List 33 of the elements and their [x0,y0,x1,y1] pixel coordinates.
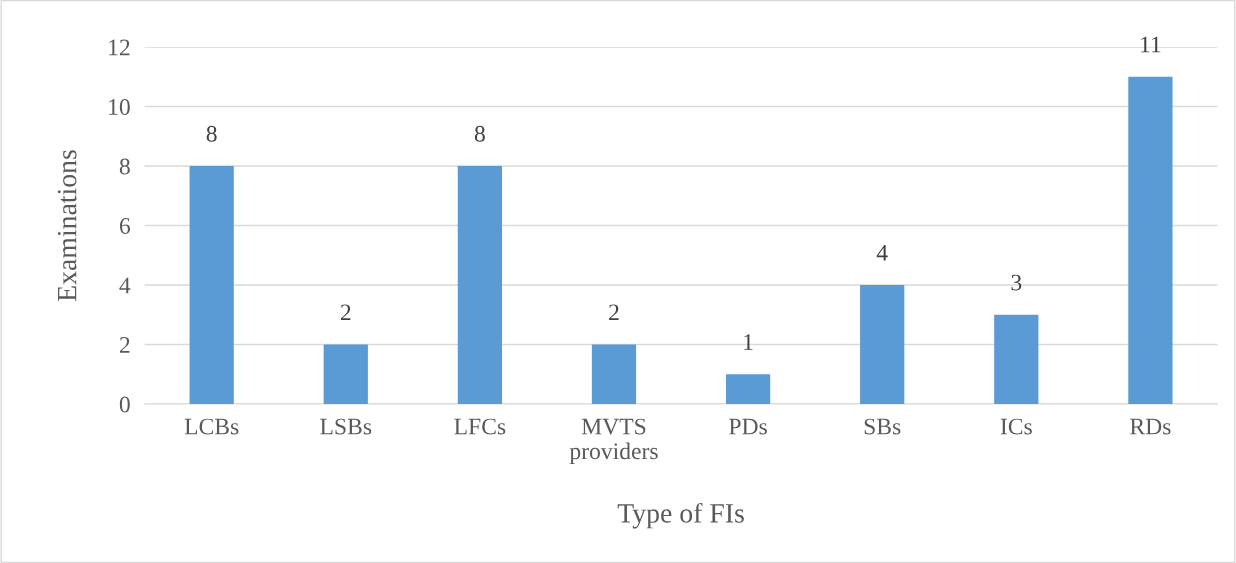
bar [1128,76,1173,405]
x-tick-label: MVTS providers [569,418,658,464]
data-label: 8 [206,125,217,142]
bar [591,344,637,405]
x-tick-label: RDs [1130,418,1171,435]
bar [189,166,234,405]
data-label: 1 [744,334,753,350]
bar [323,344,368,405]
data-label: 11 [1141,36,1161,53]
y-axis-title: Examinations [57,150,77,302]
y-tick-label: 8 [119,158,130,175]
y-tick-label: 4 [119,277,131,294]
y-tick-label: 10 [109,99,130,115]
data-label: 4 [876,244,888,261]
x-tick-label: SBs [864,418,901,435]
x-tick-label: LCBs [184,418,239,435]
y-tick-label: 2 [119,337,130,353]
data-label: 2 [609,304,619,321]
bar [860,285,905,405]
x-tick-label: ICs [1000,418,1032,435]
data-label: 2 [340,304,351,321]
bar [725,374,771,405]
y-tick-label: 6 [119,218,131,234]
data-label: 8 [474,125,485,142]
bar [994,314,1039,405]
y-tick-label: 12 [109,39,130,56]
data-label: 3 [1011,274,1022,291]
x-tick-label: LSBs [320,418,372,435]
x-tick-label: LFCs [454,418,506,435]
y-tick-label: 0 [119,396,130,413]
bar [457,166,502,405]
x-axis-title: Type of FIs [617,502,744,529]
x-tick-label: PDs [729,418,767,435]
